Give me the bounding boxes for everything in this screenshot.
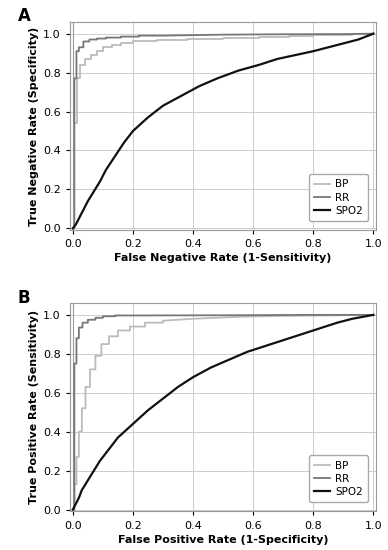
Y-axis label: True Positive Rate (Sensitivity): True Positive Rate (Sensitivity) — [29, 310, 39, 504]
Y-axis label: True Negative Rate (Specificity): True Negative Rate (Specificity) — [29, 26, 39, 226]
X-axis label: False Positive Rate (1-Specificity): False Positive Rate (1-Specificity) — [118, 535, 328, 544]
Text: A: A — [18, 7, 31, 25]
X-axis label: False Negative Rate (1-Sensitivity): False Negative Rate (1-Sensitivity) — [114, 254, 332, 263]
Text: B: B — [18, 289, 30, 306]
Legend: BP, RR, SPO2: BP, RR, SPO2 — [309, 455, 368, 502]
Legend: BP, RR, SPO2: BP, RR, SPO2 — [309, 174, 368, 221]
